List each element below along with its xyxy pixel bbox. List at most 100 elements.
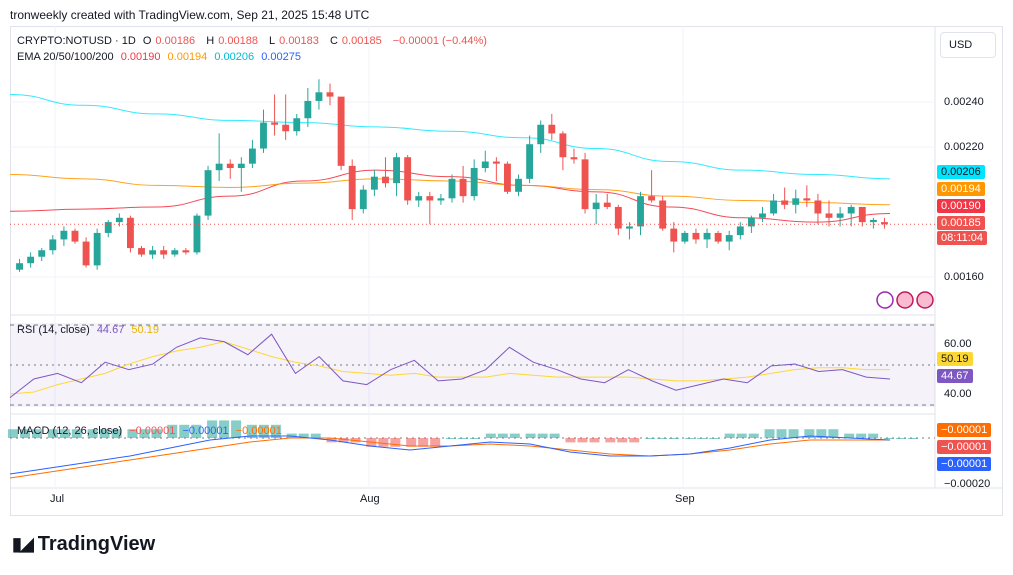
candle-body xyxy=(481,161,489,169)
macd-line-tag: −0.00001 xyxy=(937,457,992,471)
macd-histogram-bar xyxy=(816,429,827,438)
rsi-label[interactable]: RSI (14, close) xyxy=(17,324,90,336)
macd-histogram-bar xyxy=(605,438,616,443)
macd-histogram-bar xyxy=(470,438,480,439)
candle-body xyxy=(814,200,822,214)
candle-body xyxy=(869,219,877,223)
candle-body xyxy=(825,213,833,218)
macd-histogram-bar xyxy=(776,429,787,438)
candle-body xyxy=(492,161,500,164)
macd-histogram-bar xyxy=(406,438,417,447)
currency-button[interactable]: USD xyxy=(940,32,996,58)
macd-histogram-bar xyxy=(151,429,162,438)
ema-line-ema20 xyxy=(9,169,891,223)
brand-name: TradingView xyxy=(37,533,156,555)
candle-body xyxy=(637,196,644,227)
candle-body xyxy=(337,96,345,166)
candle-body xyxy=(570,157,578,160)
macd-histogram-bar xyxy=(645,438,656,439)
macd-histogram-bar xyxy=(589,438,600,443)
candle-body xyxy=(448,178,456,199)
candle-body xyxy=(182,250,190,253)
rsi-tick: 40.00 xyxy=(944,388,972,400)
candle-body xyxy=(681,232,689,242)
macd-label[interactable]: MACD (12, 26, close) xyxy=(17,425,123,437)
candle-body xyxy=(138,248,145,255)
candle-body xyxy=(326,92,334,97)
candle-body xyxy=(881,222,888,225)
candle-body xyxy=(803,198,811,201)
candle-body xyxy=(271,122,279,125)
candle-body xyxy=(437,198,445,201)
candle-body xyxy=(71,230,79,242)
candle-body xyxy=(49,239,57,251)
candle-body xyxy=(736,226,744,236)
macd-histogram-bar xyxy=(696,438,707,439)
candle-body xyxy=(559,133,567,158)
macd-histogram-bar xyxy=(338,438,349,443)
candle-body xyxy=(781,200,789,205)
candle-body xyxy=(149,250,157,255)
rsi-ma-tag: 50.19 xyxy=(937,352,973,366)
macd-histogram-bar xyxy=(8,429,18,438)
bar-countdown: 08:11:04 xyxy=(937,231,988,245)
macd-histogram-bar xyxy=(298,433,309,438)
macd-signal-tag: −0.00001 xyxy=(937,423,992,437)
macd-histogram-bar xyxy=(684,438,695,439)
candle-body xyxy=(670,228,678,242)
macd-signal-value: −0.00001 xyxy=(235,425,282,437)
macd-line xyxy=(9,435,891,475)
time-label-sep: Sep xyxy=(675,493,695,505)
macd-histogram-bar xyxy=(497,433,508,438)
candle-body xyxy=(204,170,212,216)
macd-hist-tag: −0.00001 xyxy=(937,440,992,454)
candle-body xyxy=(16,263,23,270)
candle-body xyxy=(625,226,633,229)
candle-body xyxy=(714,232,722,242)
ema-label[interactable]: EMA 20/50/100/200 xyxy=(17,51,114,63)
macd-legend: MACD (12, 26, close) −0.00001 −0.00001 −… xyxy=(17,425,286,437)
candle-body xyxy=(515,178,522,192)
candle-body xyxy=(193,215,201,253)
macd-histogram-bar xyxy=(896,438,906,439)
tradingview-logo[interactable]: ▮◢ TradingView xyxy=(12,533,155,556)
ema100-price-tag: 0.00206 xyxy=(937,165,985,179)
macd-histogram-bar xyxy=(167,424,178,438)
macd-histogram-bar xyxy=(856,433,867,438)
macd-histogram-bar xyxy=(525,433,536,438)
candle-body xyxy=(215,163,223,171)
candle-body xyxy=(459,178,467,197)
macd-signal-line xyxy=(9,437,890,479)
macd-histogram-bar xyxy=(485,433,496,438)
macd-histogram-bar xyxy=(577,438,588,443)
macd-histogram-bar xyxy=(71,429,82,438)
candle-body xyxy=(703,232,711,240)
symbol-label[interactable]: CRYPTO:NOTUSD · 1D xyxy=(17,35,136,47)
ema50-value: 0.00194 xyxy=(167,51,208,63)
candle-body xyxy=(770,200,778,214)
last-price-tag: 0.00185 xyxy=(937,216,985,230)
macd-histogram-bar xyxy=(20,429,30,438)
ema200-value: 0.00275 xyxy=(261,51,301,63)
candle-body xyxy=(393,157,400,184)
ema50-price-tag: 0.00194 xyxy=(937,182,985,196)
candle-body xyxy=(747,217,755,227)
chart-frame xyxy=(10,26,1003,516)
macd-histogram-bar xyxy=(509,433,520,438)
candle-body xyxy=(293,118,301,132)
candle-body xyxy=(237,163,245,169)
candle-body xyxy=(426,196,434,201)
macd-histogram-bar xyxy=(139,429,150,438)
macd-histogram-bar xyxy=(844,433,855,438)
candle-body xyxy=(548,124,556,134)
candle-body xyxy=(847,206,855,214)
time-label-jul: Jul xyxy=(50,493,65,505)
macd-line-value: −0.00001 xyxy=(182,425,229,437)
candle-body xyxy=(382,176,389,184)
macd-histogram-bar xyxy=(179,424,190,438)
macd-histogram-bar xyxy=(764,429,775,438)
rsi-tick: 60.00 xyxy=(944,338,972,350)
candle-body xyxy=(470,168,478,197)
candle-body xyxy=(614,206,622,229)
